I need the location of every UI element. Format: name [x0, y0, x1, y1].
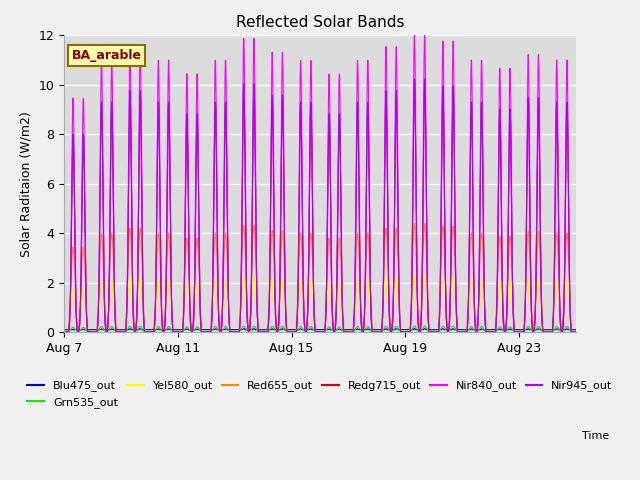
Legend: Blu475_out, Grn535_out, Yel580_out, Red655_out, Redg715_out, Nir840_out, Nir945_: Blu475_out, Grn535_out, Yel580_out, Red6… [23, 376, 617, 412]
Redg715_out [370, 329, 378, 335]
Red655_out [572, 329, 580, 335]
Nir945_out [421, 76, 429, 82]
Blu475_out [370, 327, 378, 333]
Nir840_out [379, 314, 387, 320]
Red655_out [379, 306, 387, 312]
Yel580_out [421, 272, 429, 278]
Red655_out [203, 329, 211, 335]
Yel580_out [170, 329, 177, 335]
Grn535_out [60, 329, 68, 335]
Nir945_out [60, 329, 68, 335]
Nir945_out [572, 329, 580, 335]
Red655_out [524, 235, 531, 240]
Grn535_out [203, 329, 211, 335]
Yel580_out [60, 329, 68, 335]
Redg715_out [170, 329, 177, 335]
Grn535_out [170, 329, 177, 335]
Line: Red655_out: Red655_out [64, 223, 576, 332]
Yel580_out [370, 329, 378, 335]
Redg715_out [421, 76, 429, 82]
Nir945_out [572, 329, 580, 335]
Nir840_out [524, 85, 531, 91]
Yel580_out [572, 329, 580, 335]
Yel580_out [379, 317, 387, 323]
Blu475_out [203, 327, 211, 333]
Grn535_out [379, 328, 387, 334]
Nir840_out [370, 329, 378, 335]
Blu475_out [524, 326, 531, 332]
Redg715_out [524, 123, 531, 129]
Yel580_out [572, 329, 580, 335]
Red655_out [60, 329, 68, 335]
Nir945_out [370, 329, 378, 335]
Blu475_out [421, 326, 429, 332]
Blu475_out [379, 327, 387, 333]
Yel580_out [524, 279, 531, 285]
Text: BA_arable: BA_arable [72, 49, 141, 62]
Nir945_out [379, 317, 387, 323]
Blu475_out [572, 327, 580, 333]
Line: Nir840_out: Nir840_out [64, 33, 576, 332]
Line: Nir945_out: Nir945_out [64, 79, 576, 332]
Red655_out [370, 329, 378, 335]
Line: Redg715_out: Redg715_out [64, 79, 576, 332]
Nir840_out [572, 329, 580, 335]
Grn535_out [524, 324, 531, 330]
Line: Yel580_out: Yel580_out [64, 275, 576, 332]
Redg715_out [572, 329, 580, 335]
Nir840_out [572, 329, 580, 335]
Title: Reflected Solar Bands: Reflected Solar Bands [236, 15, 404, 30]
Nir840_out [60, 329, 68, 335]
Blu475_out [572, 327, 580, 333]
Nir840_out [421, 30, 429, 36]
Grn535_out [572, 329, 580, 335]
Nir840_out [203, 329, 211, 335]
Line: Blu475_out: Blu475_out [64, 329, 576, 330]
Red655_out [572, 329, 580, 335]
Y-axis label: Solar Raditaion (W/m2): Solar Raditaion (W/m2) [20, 111, 33, 256]
Text: Time: Time [582, 431, 610, 441]
Grn535_out [572, 329, 580, 335]
Line: Grn535_out: Grn535_out [64, 326, 576, 332]
Nir945_out [203, 329, 211, 335]
Red655_out [421, 220, 429, 226]
Redg715_out [572, 329, 580, 335]
Redg715_out [203, 329, 211, 335]
Blu475_out [170, 327, 177, 333]
Red655_out [170, 329, 177, 335]
Nir840_out [170, 329, 177, 335]
Blu475_out [60, 327, 68, 333]
Redg715_out [60, 329, 68, 335]
Grn535_out [370, 329, 378, 335]
Redg715_out [379, 317, 387, 323]
Yel580_out [203, 329, 211, 335]
Nir945_out [524, 123, 531, 129]
Grn535_out [421, 323, 429, 329]
Nir945_out [170, 329, 177, 335]
